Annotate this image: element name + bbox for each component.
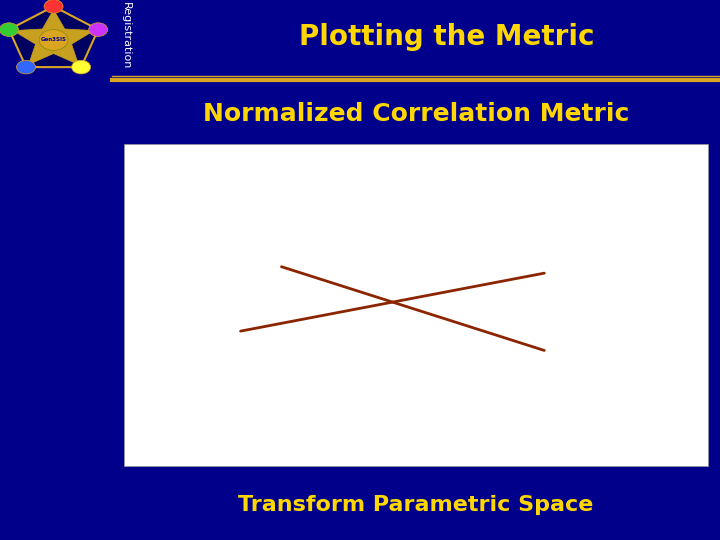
Circle shape	[44, 0, 63, 13]
Bar	[124, 144, 708, 467]
Text: Normalized Correlation Metric: Normalized Correlation Metric	[202, 103, 629, 126]
Circle shape	[17, 60, 35, 74]
Polygon shape	[9, 6, 98, 67]
Circle shape	[89, 23, 107, 36]
Circle shape	[71, 60, 91, 74]
Text: Transform Parametric Space: Transform Parametric Space	[238, 496, 593, 516]
Polygon shape	[13, 10, 94, 64]
Text: Registration: Registration	[121, 2, 131, 70]
Text: Gen3SIS: Gen3SIS	[40, 37, 66, 43]
Text: Plotting the Metric: Plotting the Metric	[299, 23, 594, 51]
Circle shape	[39, 30, 68, 50]
Circle shape	[0, 23, 19, 36]
